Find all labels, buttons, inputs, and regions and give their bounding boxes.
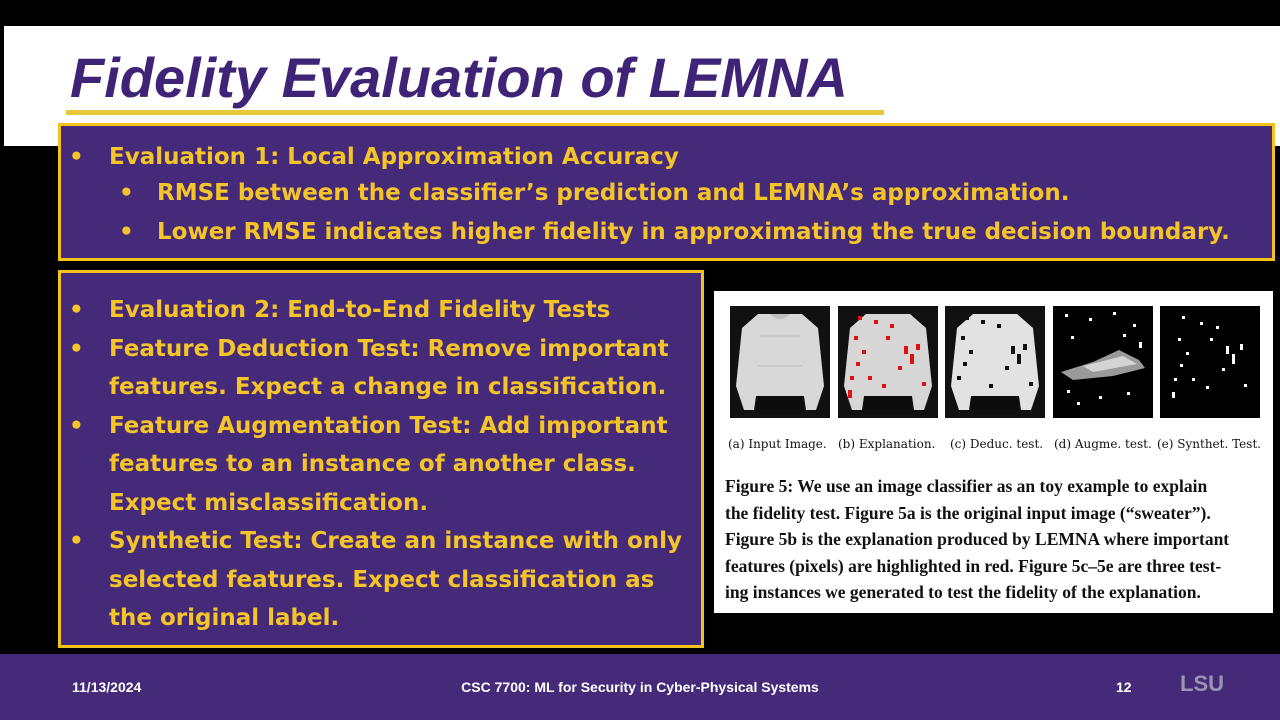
input-image-thumbnail <box>730 306 830 418</box>
caption-line: the fidelity test. Figure 5a is the orig… <box>725 502 1211 523</box>
explanation-thumbnail <box>838 306 938 418</box>
footer-date: 11/13/2024 <box>72 679 142 695</box>
caption-line: Figure 5: We use an image classifier as … <box>725 476 1208 496</box>
subcaption-a: (a) Input Image. <box>728 437 827 451</box>
list-item-text: RMSE between the classifier’s prediction… <box>157 180 1070 206</box>
evaluation-2-list: • Evaluation 2: End-to-End Fidelity Tests… <box>69 291 693 638</box>
subcaption-d: (d) Augme. test. <box>1054 437 1152 451</box>
slide-title: Fidelity Evaluation of LEMNA <box>70 46 848 109</box>
bullet: • <box>69 412 84 439</box>
subcaption-b: (b) Explanation. <box>838 437 936 451</box>
page-number: 12 <box>1116 679 1132 695</box>
footer-bar: 11/13/2024 CSC 7700: ML for Security in … <box>0 654 1280 720</box>
list-item-text: Evaluation 1: Local Approximation Accura… <box>109 144 679 170</box>
caption-line: ing instances we generated to test the f… <box>725 582 1201 602</box>
augmentation-test-thumbnail <box>1053 306 1153 418</box>
list-item: • Lower RMSE indicates higher fidelity in… <box>69 213 1264 252</box>
list-item-text: Feature Deduction Test: Remove important… <box>109 335 669 401</box>
figure-caption: Figure 5: We use an image classifier as … <box>725 473 1270 606</box>
bullet: • <box>69 335 84 362</box>
list-item-text: Synthetic Test: Create an instance with … <box>109 528 683 631</box>
subcaption-c: (c) Deduc. test. <box>950 437 1044 451</box>
list-item: • Evaluation 2: End-to-End Fidelity Tests <box>69 291 693 330</box>
bullet: • <box>69 528 84 554</box>
bullet: • <box>119 219 134 245</box>
list-item-text: Lower RMSE indicates higher fidelity in … <box>157 219 1230 245</box>
evaluation-2-box: • Evaluation 2: End-to-End Fidelity Tests… <box>58 270 704 648</box>
bullet: • <box>119 180 134 206</box>
evaluation-1-box: • Evaluation 1: Local Approximation Accur… <box>58 123 1275 261</box>
list-item: • RMSE between the classifier’s predictio… <box>69 174 1264 213</box>
paper-figure: (a) Input Image. (b) Explanation. (c) De… <box>714 291 1273 613</box>
list-item-text: Feature Augmentation Test: Add important… <box>109 412 668 516</box>
subcaption-e: (e) Synthet. Test. <box>1157 437 1262 451</box>
list-item: • Feature Augmentation Test: Add importan… <box>69 407 693 523</box>
footer-course: CSC 7700: ML for Security in Cyber-Physi… <box>461 679 819 695</box>
synthetic-test-thumbnail <box>1160 306 1260 418</box>
caption-line: features (pixels) are highlighted in red… <box>725 555 1222 576</box>
list-item: • Synthetic Test: Create an instance with… <box>69 522 693 638</box>
list-item: • Evaluation 1: Local Approximation Accur… <box>69 140 1264 174</box>
bullet: • <box>69 297 84 323</box>
list-item-text: Evaluation 2: End-to-End Fidelity Tests <box>109 297 611 323</box>
list-item: • Feature Deduction Test: Remove importan… <box>69 330 693 407</box>
evaluation-1-list: • Evaluation 1: Local Approximation Accur… <box>69 140 1264 252</box>
title-underline <box>66 110 884 115</box>
lsu-logo: LSU <box>1180 671 1242 697</box>
lsu-logo-text: LSU <box>1180 672 1224 694</box>
bullet: • <box>69 144 84 170</box>
caption-line: Figure 5b is the explanation produced by… <box>725 529 1230 549</box>
deduction-test-thumbnail <box>945 306 1045 418</box>
